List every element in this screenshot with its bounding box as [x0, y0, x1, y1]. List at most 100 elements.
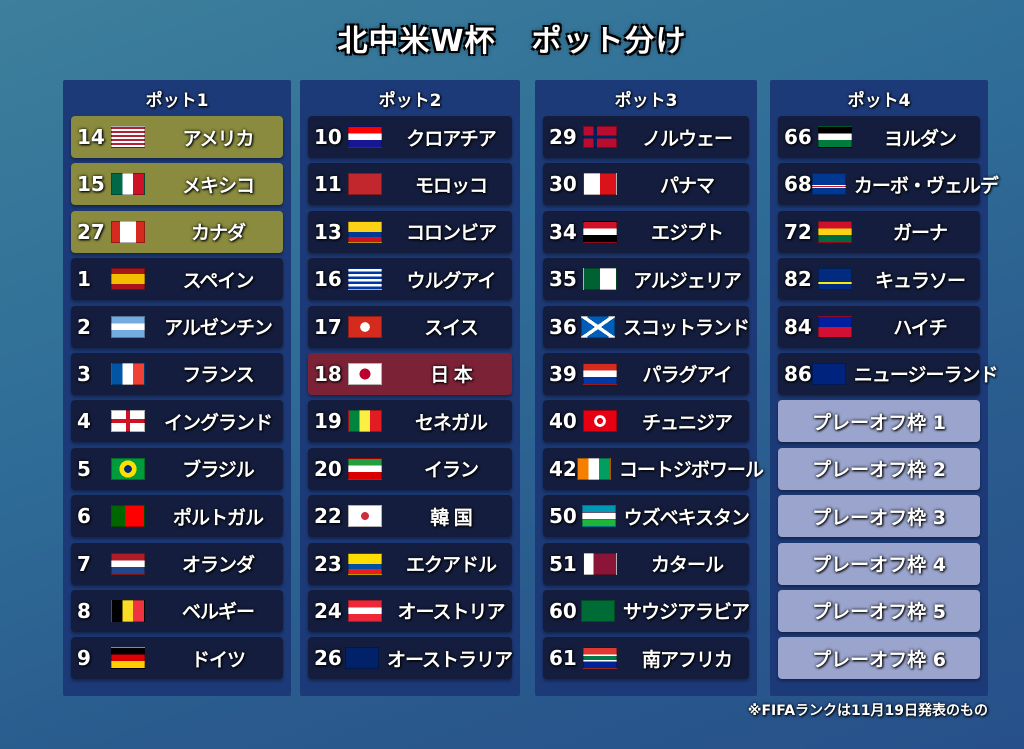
playoff-slot: プレーオフ枠 4: [778, 542, 980, 585]
team-name: 韓 国: [430, 506, 473, 529]
fifa-rank: 86: [784, 361, 812, 386]
team-row: 8 ベルギー: [71, 589, 283, 632]
team-row: 13 コロンビア: [308, 210, 512, 253]
team-row: 17 スイス: [308, 305, 512, 348]
flag-bra-icon: [111, 457, 145, 480]
flag-hai-icon: [818, 315, 852, 338]
team-name: パラグアイ: [642, 364, 732, 387]
fifa-rank: 34: [549, 219, 577, 244]
team-row: 84 ハイチ: [778, 305, 980, 348]
team-name: アルジェリア: [633, 269, 742, 292]
team-row: 39 パラグアイ: [543, 352, 749, 395]
flag-cpv-icon: [811, 173, 846, 196]
team-name: ウズベキスタン: [623, 506, 750, 529]
flag-aus-icon: [344, 647, 379, 670]
team-name: パナマ: [659, 174, 715, 197]
fifa-rank: 50: [549, 504, 577, 529]
playoff-slot: プレーオフ枠 5: [778, 589, 980, 632]
flag-rsa-icon: [583, 647, 617, 670]
team-name: ニュージーランド: [853, 364, 999, 387]
team-name: カタール: [650, 554, 724, 577]
team-name: オーストリア: [397, 601, 505, 624]
team-row: 14 アメリカ: [71, 116, 283, 158]
team-row: 40 チュニジア: [543, 400, 749, 443]
playoff-label: プレーオフ枠 2: [812, 459, 946, 482]
team-name: アルゼンチン: [164, 317, 273, 340]
flag-jpn-icon: [348, 362, 382, 385]
flag-usa-icon: [111, 126, 145, 148]
team-row: 18 日 本: [308, 352, 512, 395]
fifa-rank: 8: [77, 598, 91, 623]
team-name: ウルグアイ: [406, 269, 496, 292]
team-row: 86 ニュージーランド: [778, 352, 998, 395]
team-name: カナダ: [190, 222, 246, 245]
flag-tun-icon: [583, 410, 617, 433]
fifa-rank: 3: [77, 361, 91, 386]
flag-arg-icon: [111, 315, 145, 338]
team-row: 3 フランス: [71, 352, 283, 395]
flag-bel-icon: [111, 599, 145, 622]
fifa-rank: 2: [77, 314, 91, 339]
team-row: 60 サウジアラビア: [543, 589, 750, 632]
flag-cro-icon: [348, 126, 382, 148]
flag-kor-icon: [348, 505, 382, 528]
fifa-rank: 82: [784, 267, 812, 292]
pot-4-panel: ポット4 66 ヨルダン 68 カーボ・ヴェルデ 72 ガーナ 82 キュラソー 84 ハイチ 86 ニ…: [770, 80, 999, 696]
flag-fra-icon: [111, 362, 145, 385]
flag-ksa-icon: [580, 599, 615, 622]
team-name: モロッコ: [414, 174, 488, 197]
fifa-rank: 5: [77, 456, 91, 481]
fifa-rank: 16: [314, 267, 342, 292]
flag-esp-icon: [111, 268, 145, 291]
pot-1-panel: ポット1 14 アメリカ 15 メキシコ 27 カナダ 1 スペイン 2 アルゼンチン 3 フランス 4 イ…: [63, 80, 291, 696]
flag-uru-icon: [348, 268, 382, 291]
team-name: 日 本: [430, 364, 473, 387]
title-sub: ポット分け: [531, 24, 687, 59]
flag-mar-icon: [348, 173, 382, 196]
team-name: イングランド: [163, 411, 273, 434]
page-title: 北中米W杯 ポット分け: [0, 16, 1024, 60]
team-row: 1 スペイン: [71, 258, 283, 301]
team-row: 27 カナダ: [71, 210, 283, 253]
team-row: 11 モロッコ: [308, 163, 512, 206]
flag-egy-icon: [583, 220, 617, 243]
team-row: 10 クロアチア: [308, 116, 512, 158]
flag-sco-icon: [580, 315, 615, 338]
playoff-label: プレーオフ枠 1: [812, 411, 946, 434]
fifa-rank: 15: [77, 172, 105, 197]
fifa-rank: 42: [549, 456, 577, 481]
team-row: 51 カタール: [543, 542, 749, 585]
flag-sui-icon: [348, 315, 382, 338]
team-row: 23 エクアドル: [308, 542, 512, 585]
fifa-rank: 9: [77, 646, 91, 671]
flag-civ-icon: [576, 457, 611, 480]
team-name: スコットランド: [622, 317, 750, 340]
flag-alg-icon: [583, 268, 617, 291]
team-row: 72 ガーナ: [778, 210, 980, 253]
pot-header: ポット2: [378, 91, 442, 111]
team-name: キュラソー: [874, 269, 966, 292]
fifa-rank: 66: [784, 125, 812, 149]
fifa-rank: 35: [549, 267, 577, 292]
team-row: 30 パナマ: [543, 163, 749, 206]
fifa-rank: 60: [549, 598, 577, 623]
fifa-rank: 61: [549, 646, 577, 671]
pot-2-panel: ポット2 10 クロアチア 11 モロッコ 13 コロンビア 16 ウルグアイ 17 スイス 18 日 …: [300, 80, 520, 696]
team-row: 34 エジプト: [543, 210, 749, 253]
team-row: 42 コートジボワール: [543, 447, 764, 490]
team-name: セネガル: [414, 411, 488, 434]
team-row: 68 カーボ・ヴェルデ: [778, 163, 999, 206]
team-name: エジプト: [650, 222, 724, 245]
fifa-rank: 1: [77, 267, 91, 292]
flag-ned-icon: [111, 552, 145, 575]
flag-qat-icon: [583, 552, 617, 575]
fifa-rank: 11: [314, 172, 342, 197]
team-row: 82 キュラソー: [778, 258, 980, 301]
team-row: 5 ブラジル: [71, 447, 283, 490]
fifa-rank: 68: [784, 172, 812, 197]
team-row: 61 南アフリカ: [543, 637, 749, 680]
fifa-rank: 30: [549, 172, 577, 197]
flag-col-icon: [348, 220, 382, 243]
fifa-rank: 7: [77, 551, 91, 576]
team-name: ドイツ: [190, 648, 246, 671]
